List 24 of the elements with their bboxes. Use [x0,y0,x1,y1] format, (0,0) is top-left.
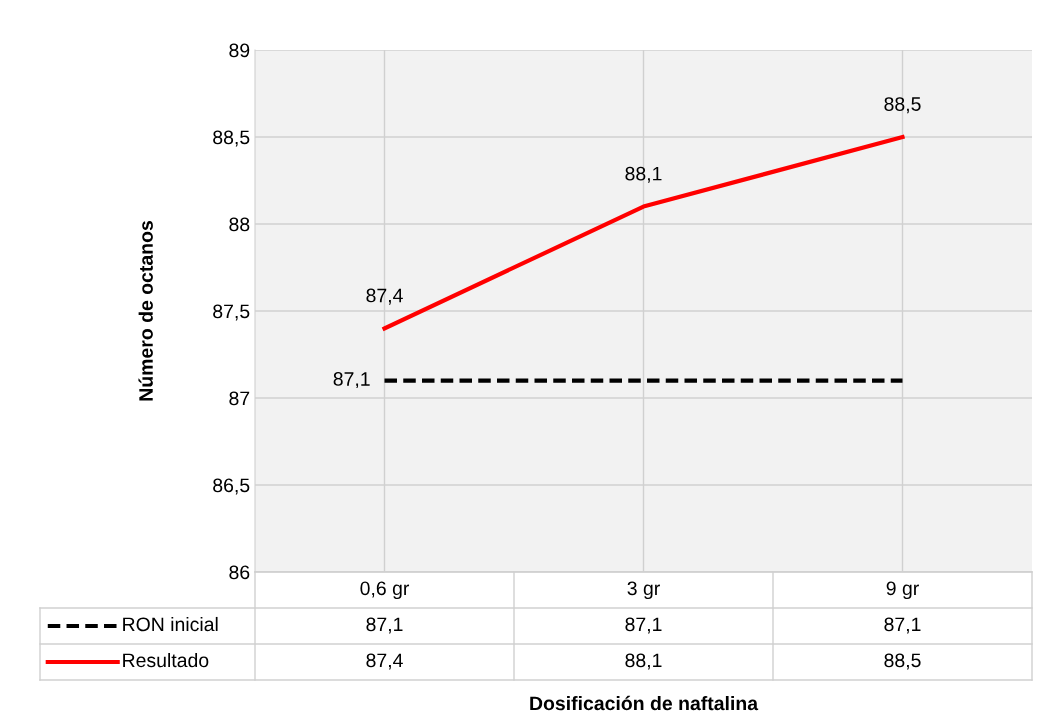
data-label: 87,4 [366,653,403,670]
data-label: 88,5 [884,653,921,670]
annotation: 87,1 [333,372,370,389]
data-label: 87,1 [625,617,662,634]
y-tick-label: 86,5 [213,478,250,495]
x-axis-title: Dosificación de naftalina [530,695,759,711]
x-tick-label: 3 gr [627,581,660,600]
text: 88,5 [884,97,921,114]
text: 87,4 [366,288,403,305]
data-label: 87,1 [366,617,403,634]
y-tick-label: 88 [229,217,250,232]
y-axis-title: Número de octanos [138,221,153,401]
data-label: 87,1 [884,617,921,634]
y-tick-label: 87 [229,391,250,406]
y-tick-label: 87,5 [213,304,250,321]
y-tick-label: 89 [229,43,250,58]
x-tick-label: 9 gr [886,581,919,600]
y-tick-label: 88,5 [213,130,250,147]
text: 88,1 [625,166,662,183]
x-tick-label: 0,6 gr [360,581,410,600]
legend-label: RON inicial [123,616,218,632]
data-label: 88,1 [625,653,662,670]
y-tick-label: 86 [229,565,250,580]
legend-label: Resultado [123,652,209,668]
